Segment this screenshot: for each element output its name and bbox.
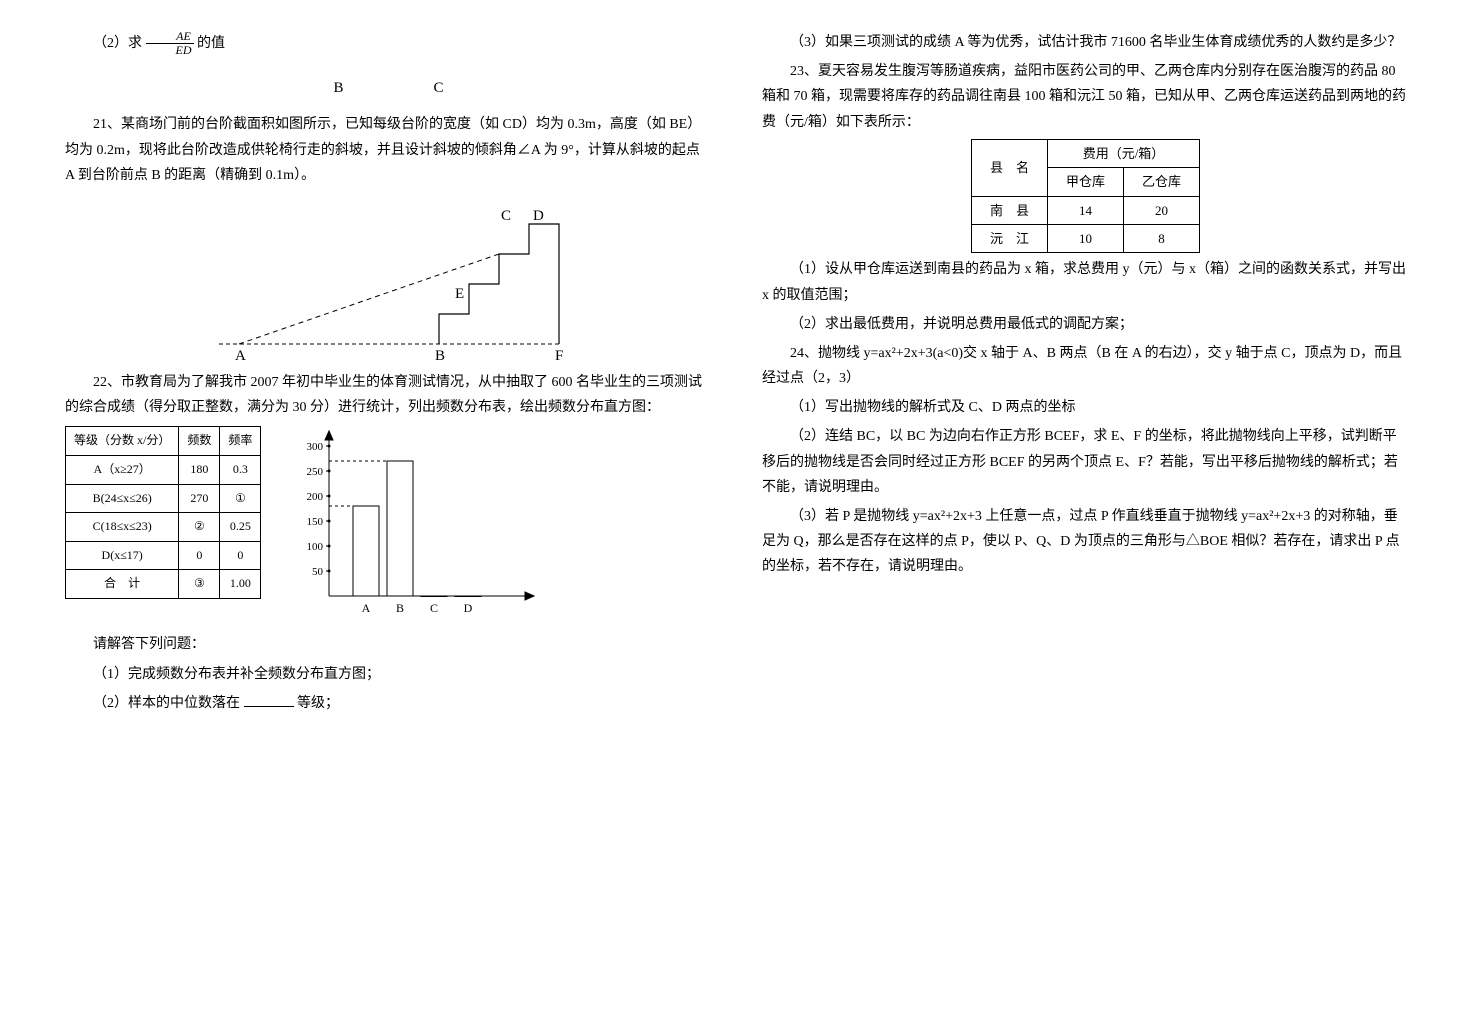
q20-2-text-b: 的值 <box>197 36 225 51</box>
label-b: B <box>435 348 445 364</box>
q22-a1: （1）完成频数分布表并补全频数分布直方图； <box>65 662 712 687</box>
fee-r2c3: 8 <box>1124 224 1200 252</box>
ytick-label: 250 <box>307 466 324 478</box>
ytick-label: 200 <box>307 491 324 503</box>
r3c3: 0.25 <box>220 513 261 542</box>
q24-3: （3）若 P 是抛物线 y=ax²+2x+3 上任意一点，过点 P 作直线垂直于… <box>762 504 1409 580</box>
q22-text: 22、市教育局为了解我市 2007 年初中毕业生的体育测试情况，从中抽取了 60… <box>65 370 712 420</box>
frac-den: ED <box>146 44 194 57</box>
r2c3: ① <box>220 484 261 513</box>
label-c: C <box>501 208 511 224</box>
q23-2: （2）求出最低费用，并说明总费用最低式的调配方案； <box>762 312 1409 337</box>
bar <box>455 596 481 597</box>
q23-1: （1）设从甲仓库运送到南县的药品为 x 箱，求总费用 y（元）与 x（箱）之间的… <box>762 257 1409 307</box>
bar <box>387 461 413 596</box>
fee-r2c2: 10 <box>1047 224 1123 252</box>
ytick-label: 100 <box>307 541 324 553</box>
r1c1: A（x≥27） <box>66 455 179 484</box>
th-freq: 频数 <box>179 427 220 456</box>
fee-r1c2: 14 <box>1047 196 1123 224</box>
q22-a3: （3）如果三项测试的成绩 A 等为优秀，试估计我市 71600 名毕业生体育成绩… <box>762 30 1409 55</box>
q24-text: 24、抛物线 y=ax²+2x+3(a<0)交 x 轴于 A、B 两点（B 在 … <box>762 341 1409 391</box>
left-column: （2）求 AE ED 的值 B C 21、某商场门前的台阶截面积如图所示，已知每… <box>40 30 737 990</box>
xlabel: C <box>430 601 438 615</box>
r2c2: 270 <box>179 484 220 513</box>
ytick-label: 50 <box>312 566 324 578</box>
label-d: D <box>533 208 544 224</box>
q20-2-text-a: （2）求 <box>93 36 142 51</box>
fee-r1c3: 20 <box>1124 196 1200 224</box>
stair-diagram: C D E A B F <box>199 194 579 364</box>
r5c3: 1.00 <box>220 570 261 599</box>
answer-intro: 请解答下列问题： <box>65 632 712 657</box>
r4c1: D(x≤17) <box>66 541 179 570</box>
q21-text: 21、某商场门前的台阶截面积如图所示，已知每级台阶的宽度（如 CD）均为 0.3… <box>65 112 712 188</box>
blank-line <box>244 706 294 707</box>
q23-text: 23、夏天容易发生腹泻等肠道疾病，益阳市医药公司的甲、乙两仓库内分别存在医治腹泻… <box>762 59 1409 135</box>
histogram: 300 250 200 150 100 50 A B C D <box>279 426 539 626</box>
fraction-ae-ed: AE ED <box>146 30 194 57</box>
th-grade: 等级（分数 x/分） <box>66 427 179 456</box>
r1c2: 180 <box>179 455 220 484</box>
ytick-label: 150 <box>307 516 324 528</box>
fee-h-a: 甲仓库 <box>1047 168 1123 196</box>
fee-r1c1: 南 县 <box>971 196 1047 224</box>
frac-num: AE <box>146 30 194 44</box>
r3c2: ② <box>179 513 220 542</box>
xlabel: D <box>464 601 473 615</box>
q24-2: （2）连结 BC，以 BC 为边向右作正方形 BCEF，求 E、F 的坐标，将此… <box>762 424 1409 500</box>
fee-r2c1: 沅 江 <box>971 224 1047 252</box>
label-a: A <box>235 348 246 364</box>
bar <box>421 596 447 597</box>
r5c1: 合 计 <box>66 570 179 599</box>
xlabel: B <box>396 601 404 615</box>
q20-part2: （2）求 AE ED 的值 <box>65 30 712 57</box>
r1c3: 0.3 <box>220 455 261 484</box>
fee-h-county: 县 名 <box>971 139 1047 196</box>
fee-h-fee: 费用（元/箱） <box>1047 139 1199 167</box>
q22-a2-b: 等级； <box>297 696 339 711</box>
r2c1: B(24≤x≤26) <box>66 484 179 513</box>
r5c2: ③ <box>179 570 220 599</box>
freq-table: 等级（分数 x/分） 频数 频率 A（x≥27） 180 0.3 B(24≤x≤… <box>65 426 261 599</box>
xlabel: A <box>362 601 371 615</box>
r4c3: 0 <box>220 541 261 570</box>
q22-a2: （2）样本的中位数落在 等级； <box>65 691 712 716</box>
fee-h-b: 乙仓库 <box>1124 168 1200 196</box>
th-rate: 频率 <box>220 427 261 456</box>
label-f: F <box>555 348 563 364</box>
ytick-label: 300 <box>307 441 324 453</box>
stats-row: 等级（分数 x/分） 频数 频率 A（x≥27） 180 0.3 B(24≤x≤… <box>65 426 712 626</box>
bc-label-line: B C <box>65 75 712 102</box>
label-e: E <box>455 286 464 302</box>
r3c1: C(18≤x≤23) <box>66 513 179 542</box>
q24-1: （1）写出抛物线的解析式及 C、D 两点的坐标 <box>762 395 1409 420</box>
bar <box>353 506 379 596</box>
right-column: （3）如果三项测试的成绩 A 等为优秀，试估计我市 71600 名毕业生体育成绩… <box>737 30 1434 990</box>
q22-a2-a: （2）样本的中位数落在 <box>93 696 240 711</box>
fee-table: 县 名 费用（元/箱） 甲仓库 乙仓库 南 县 14 20 沅 江 10 8 <box>971 139 1200 254</box>
r4c2: 0 <box>179 541 220 570</box>
